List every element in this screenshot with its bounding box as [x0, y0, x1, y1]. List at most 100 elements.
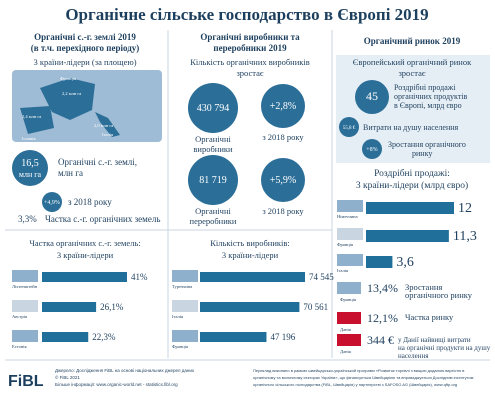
circle — [188, 83, 238, 133]
flag — [337, 282, 361, 294]
bar — [42, 272, 127, 282]
flag — [337, 228, 363, 240]
country-label: Франція — [337, 242, 353, 247]
label: органічних продуктів — [394, 92, 468, 101]
bar — [200, 332, 267, 342]
flag — [337, 254, 363, 266]
subtitle: Роздрібні продажі: — [374, 168, 450, 179]
circle — [42, 192, 62, 212]
label: виробники — [193, 144, 233, 154]
label: в Європі, млрд євро — [394, 101, 462, 110]
value-label: 70 561 — [303, 302, 328, 312]
note: органічного сільського господарства (FiB… — [253, 382, 457, 387]
value: 81 719 — [199, 175, 227, 186]
note: Переклад виконано в рамках швейцарсько-у… — [253, 368, 464, 373]
value: 3,3% — [18, 214, 37, 224]
label: Органічні — [195, 206, 231, 216]
subtitle: зростає — [398, 68, 425, 78]
label: з 2018 року — [68, 197, 112, 207]
subtitle: 3 країни-лідери — [222, 250, 279, 260]
fact-label: на органічні продукти на душу — [398, 344, 491, 352]
label: ринку — [412, 149, 432, 158]
circle — [12, 150, 48, 186]
value: +2,8% — [270, 101, 296, 112]
source: © FiBL 2021 — [55, 374, 80, 380]
fact-value: 344 € — [367, 333, 394, 347]
country-label: Туреччина — [172, 284, 192, 289]
bar — [200, 302, 300, 312]
flag — [337, 312, 361, 324]
value: 55,8 € — [343, 126, 356, 131]
value: 45 — [366, 89, 378, 103]
subtitle: 3 країни-лідери (млрд євро) — [356, 180, 468, 191]
label: Органічні с.-г. землі, — [58, 157, 137, 167]
source: Джерело: Дослідження FiBL на основі наці… — [55, 368, 195, 373]
source: Більше інформації: www.organic-world.net… — [55, 382, 178, 387]
country-label: Італія — [172, 314, 183, 319]
logo: FiBL — [8, 373, 44, 390]
flag — [172, 270, 198, 282]
map-shape — [20, 106, 54, 134]
value: +4,9% — [44, 200, 60, 206]
country-label: Австрія — [12, 314, 27, 319]
flag — [12, 300, 38, 312]
bar — [366, 256, 393, 268]
label: з 2018 року — [262, 206, 304, 216]
bar — [42, 302, 97, 312]
map-label: Іспанія — [22, 136, 36, 141]
fact-label: населення — [398, 352, 429, 360]
circle — [261, 84, 305, 128]
subtitle: 3 країни-лідери (за площею) — [33, 57, 136, 67]
flag — [337, 200, 363, 212]
map-value: 2,2 млн га — [62, 91, 81, 97]
label: Зростання органічного — [388, 140, 466, 149]
circle — [355, 80, 389, 114]
subtitle: 3 країни-лідери — [57, 250, 114, 260]
note: органічному та молочному секторах Україн… — [253, 375, 474, 380]
circle — [188, 155, 238, 205]
value: 16,5 — [21, 158, 39, 169]
flag — [172, 300, 198, 312]
subtitle: Кількість виробників: — [210, 238, 289, 248]
circle — [261, 158, 305, 202]
fact-label: у Данії найвищі витрати — [398, 336, 471, 344]
label: Витрати на душу населення — [363, 123, 459, 132]
value-label: 47 196 — [270, 332, 295, 342]
map-label: Франція — [60, 76, 76, 81]
value: 430 794 — [197, 103, 230, 114]
flag — [172, 330, 198, 342]
map-shape — [40, 78, 95, 120]
header: Органічні виробники та — [200, 32, 300, 42]
label: Частка с.-г. органічних земель — [45, 214, 160, 224]
unit: млн га — [19, 170, 42, 179]
header: Органічні с.-г. землі 2019 — [34, 32, 136, 42]
label: млн га — [58, 168, 83, 178]
circle — [339, 117, 359, 137]
title: Органічне сільське господарство в Європі… — [65, 5, 428, 24]
label: переробники — [190, 216, 237, 226]
header: Органічний ринок 2019 — [364, 36, 461, 46]
flag — [12, 330, 38, 342]
map-label: Італія — [102, 132, 113, 137]
bar — [42, 332, 89, 342]
fact-value: 12,1% — [367, 311, 398, 325]
value-label: 12 — [458, 201, 472, 216]
bar — [366, 230, 449, 242]
map-shape — [95, 112, 120, 137]
value: +8% — [366, 147, 377, 153]
value-label: 26,1% — [100, 302, 124, 312]
subtitle: зростає — [236, 68, 263, 78]
label: з 2018 року — [262, 132, 304, 142]
map-value: 2,4 млн га — [22, 114, 41, 120]
country-label: Данія — [340, 349, 351, 354]
fact-label: органічного ринку — [405, 290, 473, 300]
flag — [12, 270, 38, 282]
subtitle: Частка органічних с.-г. земель: — [29, 238, 140, 248]
header: (в т.ч. перехідного періоду) — [31, 43, 140, 53]
fact-label: Частка ринку — [405, 312, 454, 322]
label: Органічні — [195, 134, 231, 144]
value-label: 11,3 — [453, 229, 477, 244]
label: Роздрібні продажі — [394, 83, 456, 92]
fact-label: Зростання — [405, 282, 442, 292]
country-label: Данія — [340, 327, 351, 332]
